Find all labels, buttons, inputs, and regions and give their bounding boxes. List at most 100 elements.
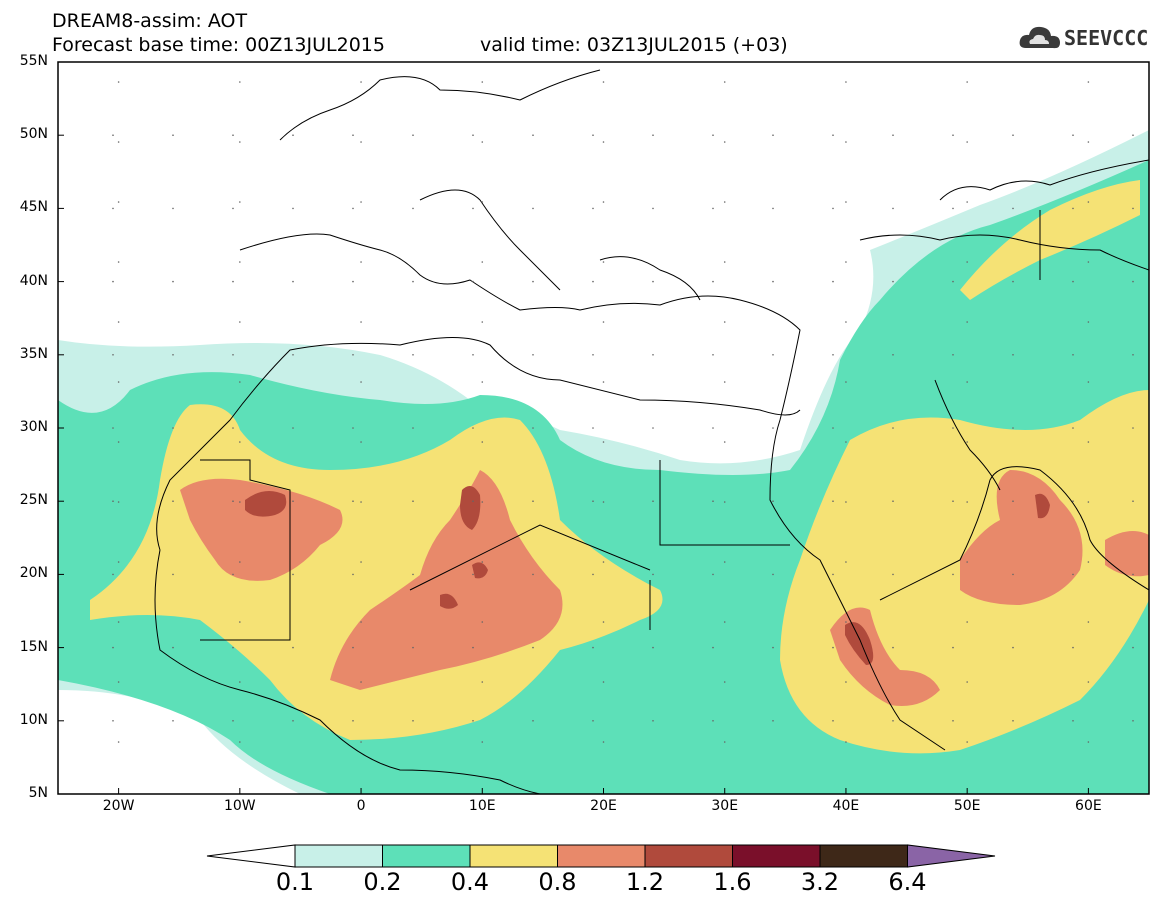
grid-dot bbox=[1132, 720, 1134, 722]
grid-dot bbox=[360, 681, 362, 683]
grid-dot bbox=[1087, 201, 1090, 203]
grid-dot bbox=[1012, 720, 1014, 722]
grid-dot bbox=[1132, 427, 1134, 429]
grid-dot bbox=[772, 573, 774, 576]
grid-dot bbox=[712, 720, 714, 722]
grid-dot bbox=[723, 201, 726, 203]
grid-dot bbox=[239, 261, 241, 263]
grid-dot bbox=[481, 261, 484, 263]
grid-dot bbox=[966, 201, 968, 203]
graticule bbox=[112, 81, 1134, 743]
grid-dot bbox=[360, 321, 362, 323]
grid-dot bbox=[723, 261, 726, 263]
grid-dot bbox=[1087, 441, 1090, 443]
grid-dot bbox=[772, 207, 774, 210]
grid-dot bbox=[712, 573, 714, 576]
grid-dot bbox=[592, 134, 594, 136]
grid-dot bbox=[239, 741, 241, 743]
grid-dot bbox=[1012, 134, 1014, 136]
grid-dot bbox=[966, 561, 968, 563]
grid-dot bbox=[239, 81, 241, 83]
grid-dot bbox=[1072, 573, 1074, 576]
grid-dot bbox=[1132, 134, 1134, 136]
grid-dot bbox=[112, 280, 114, 283]
grid-dot bbox=[592, 280, 594, 283]
grid-dot bbox=[652, 573, 654, 576]
grid-dot bbox=[232, 427, 234, 429]
grid-dot bbox=[481, 741, 484, 743]
colorbar-label: 0.1 bbox=[275, 868, 315, 896]
grid-dot bbox=[772, 134, 774, 136]
grid-dot bbox=[481, 681, 484, 683]
grid-dot bbox=[481, 381, 484, 383]
grid-dot bbox=[723, 561, 726, 563]
grid-dot bbox=[1012, 280, 1014, 283]
lon-label: 20E bbox=[590, 798, 617, 814]
grid-dot bbox=[1072, 720, 1074, 722]
grid-dot bbox=[712, 427, 714, 429]
grid-dot bbox=[172, 134, 174, 136]
grid-dot bbox=[832, 720, 834, 722]
coastlines bbox=[154, 69, 1149, 794]
grid-dot bbox=[723, 321, 726, 323]
grid-dot bbox=[117, 621, 120, 623]
grid-dot bbox=[1012, 354, 1014, 356]
grid-dot bbox=[602, 141, 605, 143]
grid-dot bbox=[602, 681, 605, 683]
grid-dot bbox=[602, 381, 605, 383]
grid-dot bbox=[117, 381, 120, 383]
grid-dot bbox=[592, 207, 594, 210]
valid-time: valid time: 03Z13JUL2015 (+03) bbox=[480, 34, 788, 56]
grid-dot bbox=[117, 81, 120, 83]
aot-band-0.8-1.2 bbox=[180, 470, 1149, 706]
aot-field bbox=[58, 62, 1149, 794]
grid-dot bbox=[952, 720, 954, 722]
grid-dot bbox=[1087, 561, 1090, 563]
grid-dot bbox=[360, 141, 362, 143]
grid-dot bbox=[352, 207, 354, 210]
grid-dot bbox=[352, 134, 354, 136]
grid-dot bbox=[892, 646, 894, 649]
grid-dot bbox=[232, 573, 234, 576]
grid-dot bbox=[532, 646, 534, 649]
grid-dot bbox=[892, 427, 894, 429]
grid-dot bbox=[239, 441, 241, 443]
grid-dot bbox=[712, 500, 714, 503]
grid-dot bbox=[472, 500, 474, 503]
grid-dot bbox=[532, 354, 534, 356]
grid-dot bbox=[1087, 81, 1090, 83]
grid-dot bbox=[112, 500, 114, 503]
grid-dot bbox=[652, 280, 654, 283]
grid-dot bbox=[472, 280, 474, 283]
grid-dot bbox=[966, 381, 968, 383]
grid-dot bbox=[239, 561, 241, 563]
grid-dot bbox=[172, 646, 174, 649]
grid-dot bbox=[1087, 621, 1090, 623]
grid-dot bbox=[412, 280, 414, 283]
time-line: Forecast base time: 00Z13JUL2015 valid t… bbox=[52, 34, 788, 100]
grid-dot bbox=[845, 141, 847, 143]
grid-dot bbox=[352, 646, 354, 649]
colorbar-high-arrow bbox=[907, 844, 996, 868]
grid-dot bbox=[412, 354, 414, 356]
grid-dot bbox=[1012, 646, 1014, 649]
grid-dot bbox=[602, 441, 605, 443]
grid-dot bbox=[352, 720, 354, 722]
grid-dot bbox=[360, 381, 362, 383]
grid-dot bbox=[1087, 141, 1090, 143]
grid-dot bbox=[712, 280, 714, 283]
grid-dot bbox=[112, 427, 114, 429]
grid-dot bbox=[412, 207, 414, 210]
grid-dot bbox=[117, 501, 120, 503]
grid-dot bbox=[845, 201, 847, 203]
forecast-base-time: Forecast base time: 00Z13JUL2015 bbox=[52, 34, 385, 56]
grid-dot bbox=[845, 561, 847, 563]
grid-dot bbox=[472, 207, 474, 210]
grid-dot bbox=[602, 81, 605, 83]
grid-dot bbox=[172, 500, 174, 503]
lat-label: 10N bbox=[19, 711, 48, 728]
colorbar-low-arrow bbox=[206, 844, 296, 868]
grid-dot bbox=[652, 427, 654, 429]
